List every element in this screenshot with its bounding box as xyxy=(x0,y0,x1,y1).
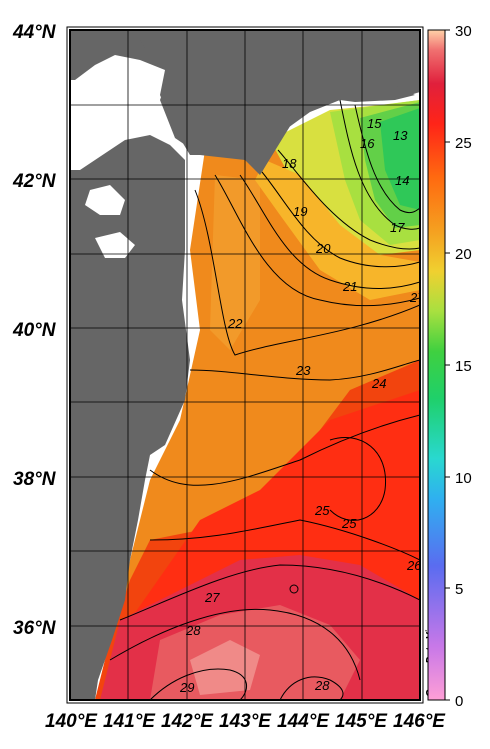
map-area: 13 14 15 16 17 18 19 20 21 22 23 24 25 2… xyxy=(70,30,425,700)
map-frame xyxy=(66,26,424,704)
contour-label-27a: 27 xyxy=(204,590,220,605)
lon-label-144: 144°E xyxy=(277,711,330,732)
contour-label-21: 21 xyxy=(342,279,357,294)
lon-label-142: 142°E xyxy=(161,711,214,732)
lon-label-140: 140°E xyxy=(45,711,98,732)
colorbar-tick-5: 5 xyxy=(455,581,463,598)
contour-label-19: 19 xyxy=(293,204,307,219)
lat-label-44: 44°N xyxy=(12,22,57,43)
contour-label-22: 22 xyxy=(227,316,243,331)
contour-label-20: 20 xyxy=(315,241,331,256)
contour-label-27b: 27 xyxy=(409,290,425,305)
lon-label-146: 146°E xyxy=(393,711,446,732)
colorbar-tick-10: 10 xyxy=(455,470,472,487)
colorbar-tick-30: 30 xyxy=(455,23,472,40)
contour-label-25a: 25 xyxy=(314,503,330,518)
lon-label-145: 145°E xyxy=(335,711,388,732)
contour-label-17: 17 xyxy=(390,220,405,235)
contour-label-28b: 28 xyxy=(314,678,330,693)
contour-label-15: 15 xyxy=(367,116,382,131)
lat-label-40: 40°N xyxy=(12,320,57,341)
contour-label-13: 13 xyxy=(393,128,408,143)
contour-label-24: 24 xyxy=(371,376,386,391)
lon-label-141: 141°E xyxy=(103,711,156,732)
contour-label-28a: 28 xyxy=(185,623,201,638)
contour-labels: 13 14 15 16 17 18 19 20 21 22 23 24 25 2… xyxy=(179,116,425,695)
colorbar-tick-15: 15 xyxy=(455,358,472,375)
temperature-field xyxy=(95,100,420,700)
colorbar-tick-20: 20 xyxy=(455,246,472,263)
contour-label-25b: 25 xyxy=(341,516,357,531)
lat-label-36: 36°N xyxy=(13,618,57,639)
longitude-labels: 140°E 141°E 142°E 143°E 144°E 145°E 146°… xyxy=(45,711,446,732)
land-gaps xyxy=(70,85,135,258)
contour-label-18: 18 xyxy=(282,156,297,171)
colorbar-tick-25: 25 xyxy=(455,135,472,152)
contour-label-14: 14 xyxy=(395,173,409,188)
graticule xyxy=(70,30,420,700)
latitude-labels: 44°N 42°N 40°N 38°N 36°N xyxy=(12,22,57,639)
contour-label-26: 26 xyxy=(406,558,422,573)
lon-label-143: 143°E xyxy=(219,711,272,732)
lat-label-38: 38°N xyxy=(13,469,57,490)
colorbar: 30 25 20 15 10 5 0 xyxy=(427,23,472,710)
contour-lines xyxy=(109,99,420,700)
lat-label-42: 42°N xyxy=(12,171,57,192)
contour-label-16: 16 xyxy=(360,136,375,151)
colorbar-tick-0: 0 xyxy=(455,693,463,710)
